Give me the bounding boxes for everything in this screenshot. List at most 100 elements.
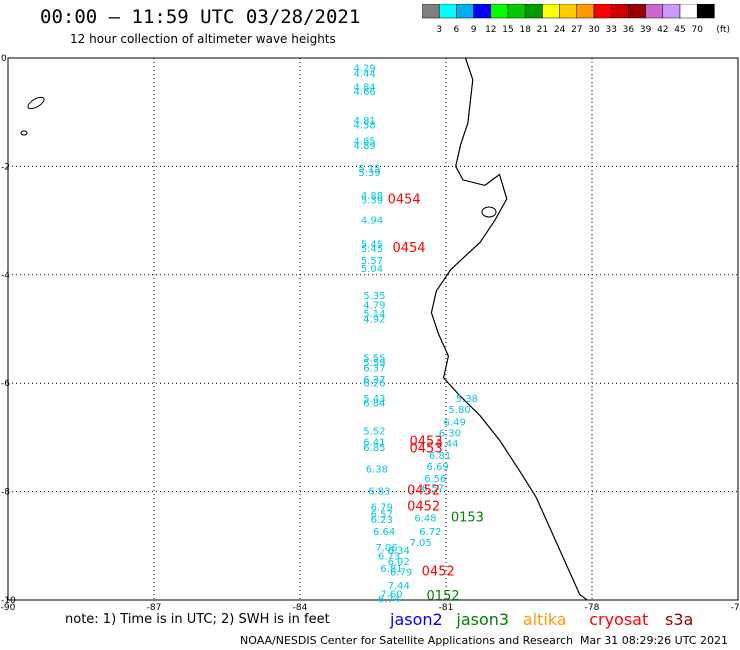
legend-altika: altika bbox=[522, 610, 567, 629]
wave-height-value: 6.57 bbox=[371, 510, 393, 521]
wave-height-value: 5.45 bbox=[361, 244, 383, 255]
x-tick-label: -81 bbox=[439, 603, 454, 613]
wave-height-value: 6.57 bbox=[422, 484, 444, 495]
wave-height-value: 6.44 bbox=[436, 439, 458, 450]
wave-height-value: 6.38 bbox=[366, 465, 388, 476]
wave-height-value: 4.29 bbox=[354, 64, 376, 75]
page-subtitle: 12 hour collection of altimeter wave hei… bbox=[70, 32, 336, 46]
wave-height-value: 5.80 bbox=[448, 405, 470, 416]
wave-height-value: 6.26 bbox=[363, 378, 385, 389]
wave-height-value: 4.79 bbox=[363, 300, 385, 311]
wave-height-value: 6.85 bbox=[363, 443, 385, 454]
pass-time-label: 0153 bbox=[451, 510, 484, 525]
wave-height-value: 4.94 bbox=[361, 215, 383, 226]
y-tick-label: -4 bbox=[1, 271, 10, 281]
wave-height-value: 5.45 bbox=[361, 240, 383, 251]
legend-s3a: s3a bbox=[665, 610, 694, 629]
wave-height-value: 6.56 bbox=[424, 474, 446, 485]
color-scale-label: 18 bbox=[519, 25, 531, 35]
color-scale-label: 36 bbox=[623, 25, 635, 35]
pass-time-label: 0453 bbox=[410, 442, 443, 457]
wave-height-value: 5.43 bbox=[363, 394, 385, 405]
island bbox=[481, 206, 497, 218]
page-title: 00:00 – 11:59 UTC 03/28/2021 bbox=[40, 6, 361, 28]
wave-height-value: 6.02 bbox=[388, 557, 410, 568]
wave-height-value: 5.55 bbox=[363, 354, 385, 365]
wave-height-value: 4.81 bbox=[354, 116, 376, 127]
wave-height-value: 4.58 bbox=[354, 120, 376, 131]
footer-credit: NOAA/NESDIS Center for Satellite Applica… bbox=[240, 634, 574, 647]
wave-height-value: 6.37 bbox=[363, 375, 385, 386]
wave-height-value: 6.83 bbox=[368, 486, 390, 497]
wave-height-value: 5.57 bbox=[361, 256, 383, 267]
wave-height-value: 5.15 bbox=[358, 164, 380, 175]
wave-height-value: 6.41 bbox=[363, 438, 385, 449]
wave-height-value: 6.69 bbox=[427, 462, 449, 473]
legend-cryosat: cryosat bbox=[589, 610, 649, 629]
color-scale-label: 15 bbox=[502, 25, 513, 35]
wave-height-value: 6.79 bbox=[390, 568, 412, 579]
pass-time-label: 0454 bbox=[388, 192, 421, 207]
x-tick-label: -87 bbox=[147, 603, 162, 613]
wave-height-value: 4.66 bbox=[354, 87, 376, 98]
color-scale-label: 3 bbox=[436, 25, 442, 35]
wave-height-value: 4.92 bbox=[363, 314, 385, 325]
wave-height-value: 6.64 bbox=[373, 527, 395, 538]
coastline bbox=[430, 57, 588, 601]
wave-height-value: 5.39 bbox=[358, 168, 380, 179]
color-scale-label: 6 bbox=[454, 25, 460, 35]
wave-height-value: 7.05 bbox=[410, 538, 432, 549]
pass-time-label: 0452 bbox=[422, 565, 455, 580]
color-scale-label: 42 bbox=[657, 25, 668, 35]
wave-height-value: 4.85 bbox=[354, 137, 376, 148]
wave-height-value: 5.14 bbox=[363, 309, 385, 320]
color-scale-label: 24 bbox=[554, 25, 566, 35]
legend-jason2: jason2 bbox=[390, 610, 443, 629]
wave-height-value: 6.49 bbox=[444, 417, 466, 428]
pass-time-label: 0454 bbox=[392, 241, 425, 256]
wave-height-value: 5.59 bbox=[363, 358, 385, 369]
color-scale-label: 45 bbox=[674, 25, 685, 35]
wave-height-value: 6.23 bbox=[371, 515, 393, 526]
y-tick-label: -8 bbox=[1, 488, 10, 498]
map-frame bbox=[7, 57, 739, 601]
wave-height-value: 6.84 bbox=[363, 399, 385, 410]
wave-height-value: 5.39 bbox=[361, 195, 383, 206]
wave-height-value: 6.73 bbox=[378, 551, 400, 562]
color-scale-label: 70 bbox=[691, 25, 703, 35]
wave-height-value: 5.52 bbox=[363, 427, 385, 438]
wave-height-value: 4.44 bbox=[354, 69, 376, 80]
color-scale-label: 9 bbox=[471, 25, 477, 35]
wave-height-value: 6.30 bbox=[439, 428, 461, 439]
color-scale-swatch bbox=[696, 4, 715, 19]
pass-time-label: 0152 bbox=[427, 589, 460, 604]
x-tick-label: -75 bbox=[731, 603, 740, 613]
color-scale-label: 30 bbox=[588, 25, 600, 35]
color-scale-label: 27 bbox=[571, 25, 582, 35]
footer-note: note: 1) Time is in UTC; 2) SWH is in fe… bbox=[65, 612, 330, 627]
wave-height-value: 6.37 bbox=[363, 363, 385, 374]
wave-height-value: 7.60 bbox=[380, 589, 402, 600]
wave-height-value: 5.38 bbox=[456, 394, 478, 405]
wave-height-value: 6.72 bbox=[419, 527, 441, 538]
x-tick-label: -90 bbox=[1, 603, 16, 613]
island bbox=[27, 96, 45, 110]
wave-height-value: 4.84 bbox=[354, 83, 376, 94]
footer-timestamp: Mar 31 08:29:26 UTC 2021 bbox=[580, 634, 728, 647]
wave-height-value: 4.88 bbox=[361, 191, 383, 202]
legend-jason3: jason3 bbox=[456, 610, 510, 629]
y-tick-label: -2 bbox=[1, 162, 10, 172]
wave-height-value: 4.89 bbox=[354, 141, 376, 152]
wave-height-value: 6.79 bbox=[371, 503, 393, 514]
x-tick-label: -84 bbox=[293, 603, 308, 613]
pass-time-label: 0452 bbox=[407, 500, 440, 515]
wave-height-value: 6.48 bbox=[414, 513, 436, 524]
color-scale-label: 39 bbox=[640, 25, 652, 35]
wave-height-value: 6.74 bbox=[378, 595, 400, 606]
color-scale-bar: 3 6 9 12 15 18 21 24 27 30 33 36 39 42 45 70 (ft) bbox=[422, 4, 730, 35]
pass-time-label: 0453 bbox=[410, 435, 443, 450]
color-scale-label: 21 bbox=[537, 25, 548, 35]
color-scale-label: 33 bbox=[605, 25, 616, 35]
wave-height-value: 7.06 bbox=[375, 543, 397, 554]
